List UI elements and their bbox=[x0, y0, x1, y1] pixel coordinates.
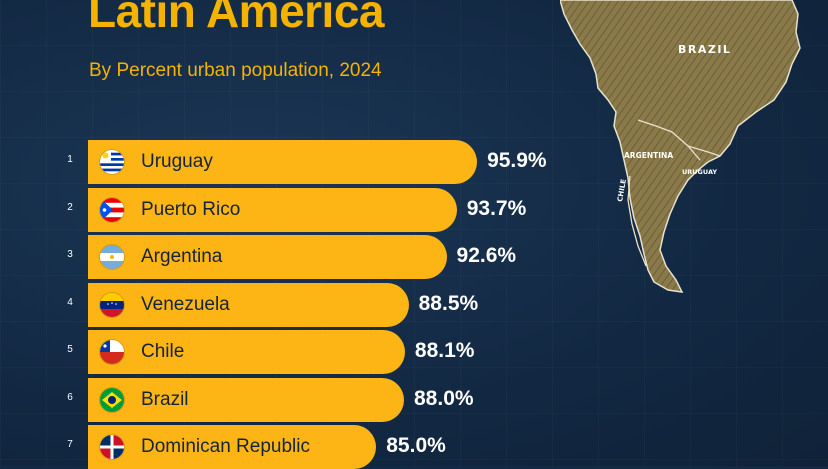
country-label: Chile bbox=[141, 341, 185, 362]
country-label: Uruguay bbox=[141, 151, 213, 172]
chile-flag-icon bbox=[100, 340, 124, 364]
country-label: Dominican Republic bbox=[141, 436, 310, 457]
continent-shape bbox=[560, 0, 801, 293]
bar-row: 4 Venezuela 88.5% bbox=[0, 282, 600, 327]
value-label: 95.9% bbox=[487, 149, 547, 172]
country-label: Brazil bbox=[141, 388, 189, 410]
bar-row: 1 Uruguay 95.9% bbox=[0, 140, 600, 184]
country-label: Argentina bbox=[141, 246, 223, 267]
uruguay-flag-icon bbox=[100, 150, 124, 174]
chart-title: Latin America bbox=[88, 0, 385, 37]
venezuela-flag-icon bbox=[100, 292, 124, 317]
argentina-flag-icon bbox=[100, 245, 124, 269]
country-label: Puerto Rico bbox=[141, 198, 241, 220]
map-label-uruguay: URUGUAY bbox=[682, 168, 717, 176]
puerto-rico-flag-icon bbox=[100, 197, 124, 222]
map-label-argentina: ARGENTINA bbox=[624, 151, 673, 160]
value-label: 88.0% bbox=[414, 386, 474, 410]
dominican-republic-flag-icon bbox=[100, 435, 124, 459]
bar bbox=[88, 425, 377, 469]
bar-row: 5 Chile 88.1% bbox=[0, 330, 600, 374]
rank-number: 3 bbox=[67, 249, 73, 260]
bar bbox=[88, 377, 404, 422]
bar-row: 7 Dominican Republic 85.0% bbox=[0, 425, 600, 469]
bar-row: 3 Argentina 92.6% bbox=[0, 235, 600, 279]
chart-subtitle: By Percent urban population, 2024 bbox=[89, 60, 382, 81]
country-label: Venezuela bbox=[141, 293, 230, 315]
bar bbox=[88, 235, 447, 279]
rank-number: 6 bbox=[67, 391, 73, 403]
brazil-flag-icon bbox=[100, 387, 124, 412]
rank-number: 5 bbox=[67, 344, 73, 355]
bar bbox=[88, 330, 405, 374]
rank-number: 7 bbox=[67, 439, 73, 450]
bar bbox=[88, 140, 478, 184]
value-label: 93.7% bbox=[466, 196, 527, 220]
value-label: 88.5% bbox=[418, 291, 479, 315]
map-label-chile: CHILE bbox=[616, 178, 628, 202]
bar-row: 2 Puerto Rico 93.7% bbox=[0, 187, 600, 232]
rank-number: 1 bbox=[67, 154, 73, 165]
value-label: 88.1% bbox=[414, 339, 475, 362]
rank-number: 4 bbox=[67, 296, 73, 308]
bar bbox=[88, 187, 457, 232]
rank-number: 2 bbox=[67, 201, 73, 213]
value-label: 92.6% bbox=[456, 244, 517, 267]
map-label-brazil: BRAZIL bbox=[678, 43, 731, 56]
bar bbox=[88, 282, 409, 327]
south-america-map: BRAZIL ARGENTINA CHILE URUGUAY bbox=[560, 0, 801, 293]
bar-row: 6 Brazil 88.0% bbox=[0, 377, 600, 422]
value-label: 85.0% bbox=[386, 434, 446, 457]
